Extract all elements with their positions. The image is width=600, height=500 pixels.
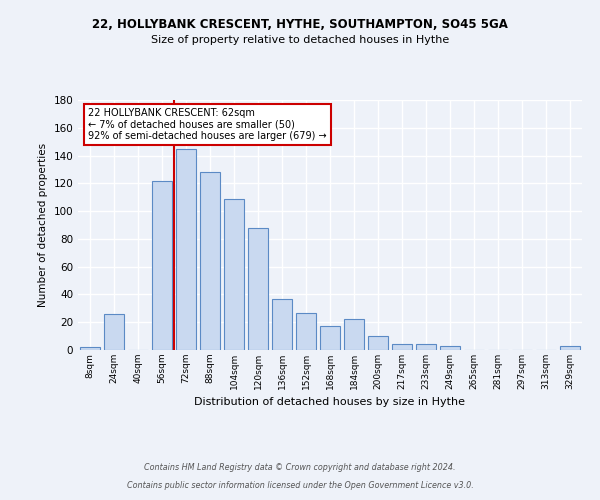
Bar <box>392 344 412 350</box>
Bar <box>200 172 220 350</box>
Bar <box>440 346 460 350</box>
X-axis label: Distribution of detached houses by size in Hythe: Distribution of detached houses by size … <box>194 398 466 407</box>
Bar <box>152 180 172 350</box>
Text: Size of property relative to detached houses in Hythe: Size of property relative to detached ho… <box>151 35 449 45</box>
Y-axis label: Number of detached properties: Number of detached properties <box>38 143 48 307</box>
Text: 22 HOLLYBANK CRESCENT: 62sqm
← 7% of detached houses are smaller (50)
92% of sem: 22 HOLLYBANK CRESCENT: 62sqm ← 7% of det… <box>88 108 327 140</box>
Text: Contains public sector information licensed under the Open Government Licence v3: Contains public sector information licen… <box>127 481 473 490</box>
Bar <box>80 347 100 350</box>
Bar <box>224 198 244 350</box>
Bar <box>344 320 364 350</box>
Text: Contains HM Land Registry data © Crown copyright and database right 2024.: Contains HM Land Registry data © Crown c… <box>144 464 456 472</box>
Bar <box>560 346 580 350</box>
Bar <box>104 314 124 350</box>
Bar <box>296 312 316 350</box>
Text: 22, HOLLYBANK CRESCENT, HYTHE, SOUTHAMPTON, SO45 5GA: 22, HOLLYBANK CRESCENT, HYTHE, SOUTHAMPT… <box>92 18 508 30</box>
Bar <box>320 326 340 350</box>
Bar <box>176 148 196 350</box>
Bar <box>416 344 436 350</box>
Bar <box>368 336 388 350</box>
Bar <box>248 228 268 350</box>
Bar <box>272 298 292 350</box>
